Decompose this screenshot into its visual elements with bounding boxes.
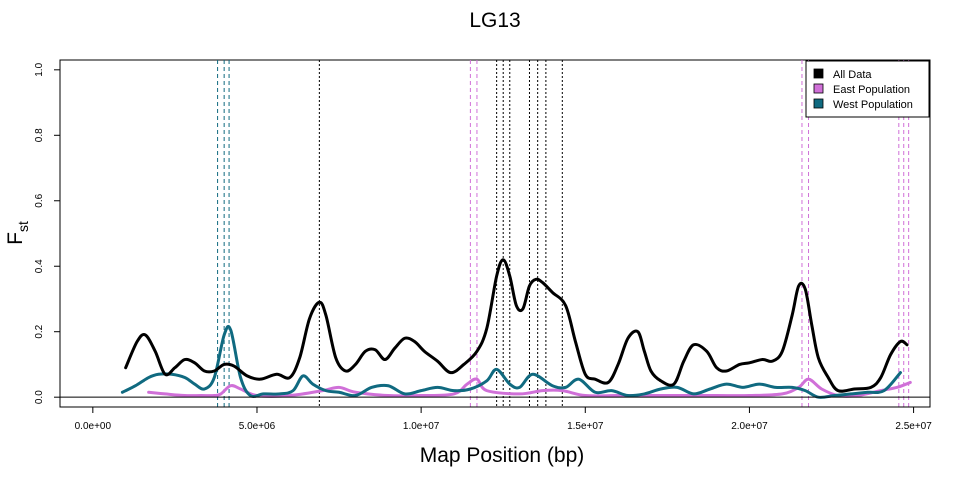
x-tick-label: 5.0e+06: [239, 421, 276, 432]
series-line-west-population: [120, 324, 902, 399]
plot-area-frame: [59, 59, 931, 408]
series-line-all-data: [124, 258, 909, 393]
y-tick-label: 0.6: [34, 193, 45, 207]
legend: All Data East Population West Population: [805, 60, 930, 118]
y-tick-label: 0.4: [34, 259, 45, 273]
legend-label: West Population: [833, 99, 913, 111]
y-tick-label: 0.2: [34, 324, 45, 338]
series-lines: [120, 258, 912, 399]
y-tick-label: 0.8: [34, 128, 45, 142]
series-line-east-population: [147, 377, 912, 398]
x-tick-label: 0.0e+00: [75, 421, 112, 432]
vertical-marker-lines: [217, 60, 910, 407]
y-axis: 0.0 0.2 0.4 0.6 0.8 1.0: [34, 62, 61, 404]
y-axis-title: Fst: [4, 221, 31, 245]
legend-swatch: [813, 83, 824, 94]
y-axis-title-main: F: [4, 232, 27, 245]
x-axis: 0.0e+00 5.0e+06 1.0e+07 1.5e+07 2.0e+07 2.5e+…: [75, 406, 932, 432]
x-tick-label: 1.0e+07: [403, 421, 440, 432]
legend-label: East Population: [833, 84, 910, 96]
chart-title: LG13: [469, 9, 520, 32]
x-tick-label: 1.5e+07: [567, 421, 604, 432]
x-axis-title: Map Position (bp): [420, 444, 585, 467]
y-axis-title-subscript: st: [15, 221, 31, 232]
x-tick-label: 2.0e+07: [731, 421, 768, 432]
legend-box: [805, 60, 930, 118]
legend-swatch: [813, 68, 824, 79]
legend-label: All Data: [833, 69, 872, 81]
legend-swatch: [813, 98, 824, 109]
y-tick-label: 1.0: [34, 62, 45, 76]
y-tick-label: 0.0: [34, 390, 45, 404]
x-tick-label: 2.5e+07: [895, 421, 932, 432]
